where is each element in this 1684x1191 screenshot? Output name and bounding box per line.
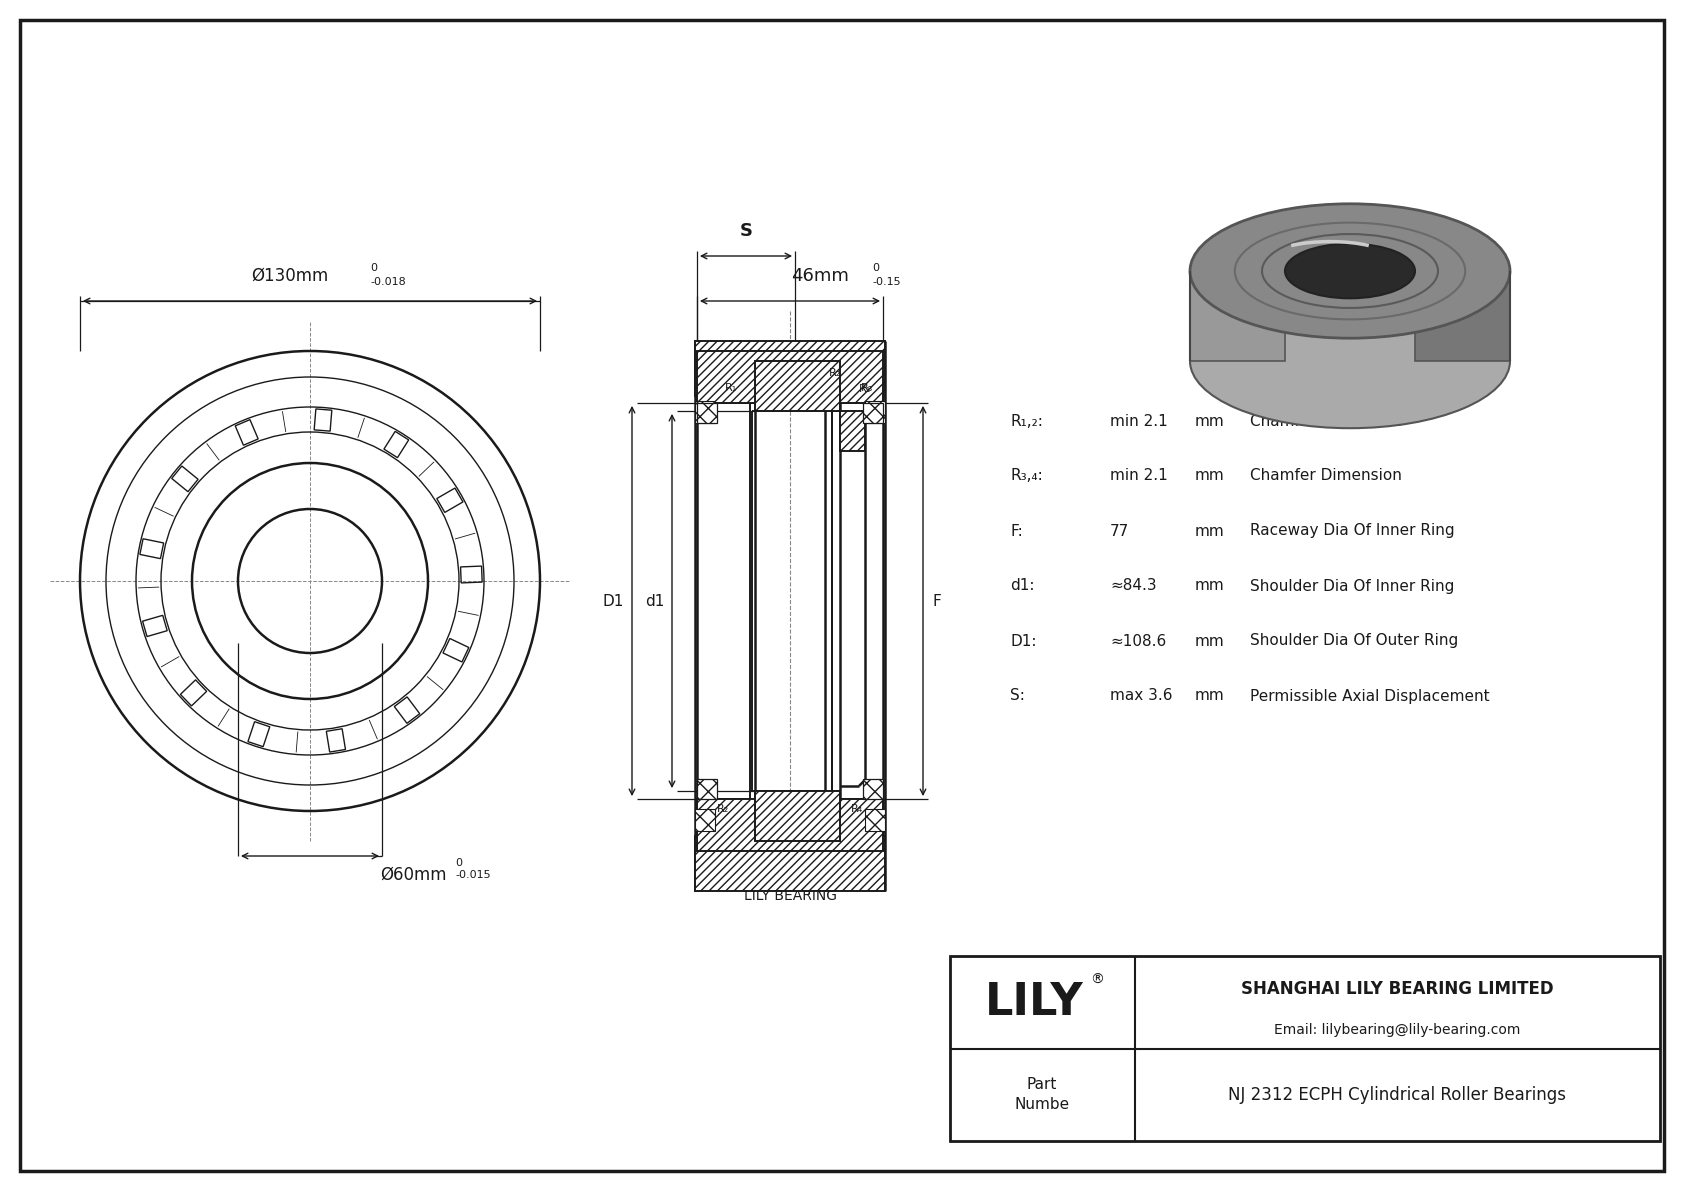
Polygon shape [1191, 272, 1285, 361]
Text: Permissible Axial Displacement: Permissible Axial Displacement [1250, 688, 1490, 704]
Bar [180, 680, 207, 706]
Text: Chamfer Dimension: Chamfer Dimension [1250, 413, 1401, 429]
Text: Shoulder Dia Of Inner Ring: Shoulder Dia Of Inner Ring [1250, 579, 1455, 593]
Text: D1:: D1: [1010, 634, 1036, 649]
Text: D1: D1 [603, 593, 625, 609]
Bar [695, 809, 716, 831]
Ellipse shape [1191, 204, 1511, 338]
Text: Ø130mm: Ø130mm [251, 267, 328, 285]
Text: NJ 2312 ECPH Cylindrical Roller Bearings: NJ 2312 ECPH Cylindrical Roller Bearings [1229, 1086, 1566, 1104]
Bar [754, 361, 840, 411]
Bar [697, 403, 717, 423]
Bar [394, 697, 419, 723]
Text: 0: 0 [370, 263, 377, 273]
Text: -0.015: -0.015 [455, 869, 490, 880]
Bar [695, 341, 886, 395]
Bar [436, 488, 463, 512]
Bar [840, 411, 866, 451]
Text: mm: mm [1196, 468, 1224, 484]
Text: d1: d1 [645, 593, 663, 609]
Bar [327, 729, 345, 752]
Text: R₄: R₄ [850, 804, 862, 813]
Bar [695, 836, 886, 891]
Text: 46mm: 46mm [791, 267, 849, 285]
Text: R₂: R₂ [829, 368, 840, 378]
Text: mm: mm [1196, 688, 1224, 704]
Text: 0: 0 [872, 263, 879, 273]
Bar [950, 956, 1660, 1141]
Bar [862, 403, 882, 423]
Text: d1:: d1: [1010, 579, 1034, 593]
Text: -0.15: -0.15 [872, 278, 901, 287]
Bar [248, 722, 269, 747]
Bar [236, 419, 258, 445]
Bar [384, 431, 409, 457]
Text: Raceway Dia Of Inner Ring: Raceway Dia Of Inner Ring [1250, 524, 1455, 538]
Text: Chamfer Dimension: Chamfer Dimension [1250, 468, 1401, 484]
Text: F:: F: [1010, 524, 1022, 538]
Text: mm: mm [1196, 579, 1224, 593]
Ellipse shape [1285, 244, 1415, 298]
Text: R₁,₂:: R₁,₂: [1010, 413, 1042, 429]
Text: mm: mm [1196, 634, 1224, 649]
Text: ®: ® [1090, 973, 1105, 987]
Text: Email: lilybearing@lily-bearing.com: Email: lilybearing@lily-bearing.com [1275, 1023, 1521, 1037]
Bar [460, 566, 482, 582]
Text: max 3.6: max 3.6 [1110, 688, 1172, 704]
Bar [143, 616, 167, 636]
Text: Shoulder Dia Of Outer Ring: Shoulder Dia Of Outer Ring [1250, 634, 1458, 649]
Text: R₁: R₁ [859, 384, 871, 394]
Bar [140, 538, 163, 559]
Text: min 2.1: min 2.1 [1110, 413, 1167, 429]
Text: ≈84.3: ≈84.3 [1110, 579, 1157, 593]
Bar [695, 401, 716, 423]
Bar [697, 799, 882, 852]
Bar [697, 779, 717, 799]
Text: R₃: R₃ [861, 384, 872, 393]
Text: Part
Numbe: Part Numbe [1014, 1078, 1069, 1112]
Text: R₁: R₁ [726, 384, 738, 393]
Text: SHANGHAI LILY BEARING LIMITED: SHANGHAI LILY BEARING LIMITED [1241, 980, 1554, 998]
Text: Ø60mm: Ø60mm [381, 866, 446, 884]
Text: S: S [739, 222, 753, 241]
Bar [443, 638, 468, 662]
Ellipse shape [1191, 294, 1511, 429]
Text: LILY: LILY [985, 980, 1083, 1024]
Text: -0.018: -0.018 [370, 278, 406, 287]
Text: mm: mm [1196, 524, 1224, 538]
Bar [866, 809, 886, 831]
Bar [862, 779, 882, 799]
Text: ≈108.6: ≈108.6 [1110, 634, 1167, 649]
Polygon shape [1415, 272, 1511, 361]
Text: F: F [933, 593, 941, 609]
Bar [754, 791, 840, 841]
Text: R₂: R₂ [717, 804, 729, 813]
Text: R₃,₄:: R₃,₄: [1010, 468, 1042, 484]
Text: mm: mm [1196, 413, 1224, 429]
Text: min 2.1: min 2.1 [1110, 468, 1167, 484]
Bar [172, 466, 199, 492]
Text: LILY BEARING: LILY BEARING [744, 888, 837, 903]
Text: S:: S: [1010, 688, 1026, 704]
Bar [866, 401, 886, 423]
Text: 0: 0 [455, 858, 461, 868]
Bar [697, 351, 882, 403]
Bar [315, 409, 332, 431]
Text: 77: 77 [1110, 524, 1130, 538]
